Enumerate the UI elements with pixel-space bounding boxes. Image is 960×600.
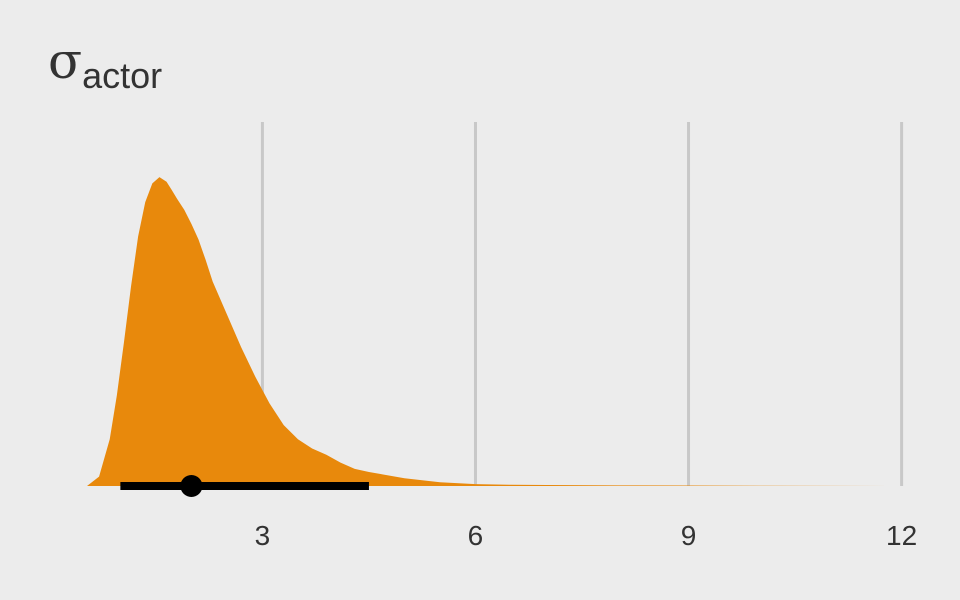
x-tick-label-9: 9	[681, 520, 697, 551]
grid-lines	[260, 122, 904, 486]
title-symbol: σ	[48, 32, 82, 90]
x-tick-label-6: 6	[468, 520, 484, 551]
density-area	[87, 177, 902, 486]
chart-title: σactor	[48, 32, 162, 96]
title-subscript: actor	[82, 55, 162, 96]
x-tick-label-3: 3	[255, 520, 271, 551]
density-area-group	[87, 177, 902, 486]
x-axis-ticks: 3 6 9 12	[255, 520, 918, 551]
interval-group	[120, 475, 369, 497]
point-estimate-dot	[180, 475, 203, 497]
x-tick-label-12: 12	[886, 520, 917, 551]
